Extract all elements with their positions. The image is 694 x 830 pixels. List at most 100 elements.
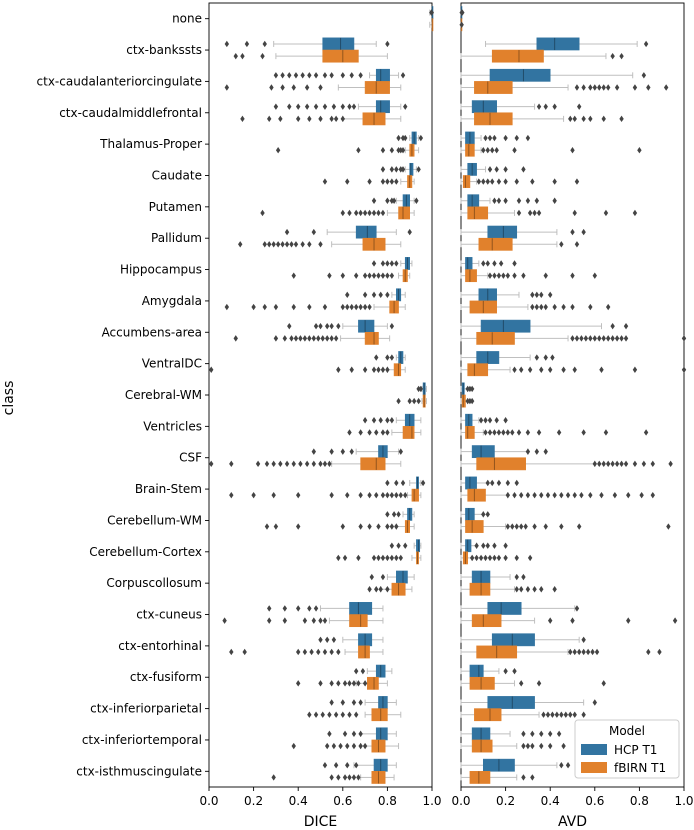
outlier-point bbox=[385, 178, 390, 185]
outlier-point bbox=[565, 491, 571, 499]
outlier-point bbox=[262, 241, 267, 248]
outlier-point bbox=[494, 147, 499, 154]
iqr-box bbox=[367, 676, 379, 690]
outlier-point bbox=[556, 429, 562, 436]
outlier-point bbox=[527, 554, 533, 562]
outlier-point bbox=[255, 460, 261, 468]
outlier-point bbox=[481, 511, 486, 518]
outlier-point bbox=[371, 291, 377, 299]
outlier-point bbox=[327, 711, 332, 718]
outlier-point bbox=[592, 272, 597, 279]
outlier-point bbox=[311, 617, 317, 624]
outlier-point bbox=[385, 491, 390, 499]
outlier-point bbox=[619, 52, 624, 60]
outlier-point bbox=[534, 197, 540, 204]
outlier-point bbox=[300, 241, 305, 248]
iqr-box bbox=[322, 37, 355, 51]
outlier-point bbox=[487, 417, 493, 424]
box-fbirn bbox=[460, 457, 596, 471]
box-hcp bbox=[395, 194, 415, 208]
outlier-point bbox=[516, 209, 522, 217]
outlier-point bbox=[229, 491, 234, 499]
iqr-box bbox=[375, 100, 390, 114]
outlier-point bbox=[349, 72, 354, 79]
outlier-point bbox=[559, 491, 564, 499]
iqr-box bbox=[402, 426, 415, 439]
outlier-point bbox=[639, 491, 644, 499]
outlier-point bbox=[539, 366, 544, 373]
outlier-point bbox=[521, 272, 526, 279]
box-fbirn bbox=[460, 708, 540, 722]
outlier-point bbox=[474, 554, 479, 562]
outlier-point bbox=[583, 335, 589, 342]
outlier-point bbox=[389, 491, 395, 499]
outlier-point bbox=[371, 260, 377, 267]
outlier-point bbox=[340, 272, 345, 279]
outlier-point bbox=[534, 291, 540, 299]
outlier-point bbox=[371, 197, 377, 204]
outlier-point bbox=[485, 147, 490, 154]
box-hcp bbox=[460, 445, 529, 459]
outlier-point bbox=[400, 479, 406, 487]
outlier-point bbox=[465, 397, 470, 405]
category-label: ctx-cuneus bbox=[136, 608, 202, 622]
outlier-point bbox=[385, 291, 390, 299]
outlier-point bbox=[565, 762, 571, 769]
outlier-point bbox=[289, 335, 294, 342]
outlier-point bbox=[340, 523, 345, 530]
outlier-point bbox=[514, 479, 519, 487]
box-fbirn bbox=[391, 426, 422, 439]
outlier-point bbox=[597, 460, 602, 468]
category-label: Corpuscollosum bbox=[106, 576, 202, 590]
outlier-point bbox=[329, 774, 334, 781]
outlier-point bbox=[394, 178, 399, 185]
outlier-point bbox=[581, 636, 586, 643]
outlier-point bbox=[291, 460, 296, 468]
outlier-point bbox=[503, 667, 508, 675]
outlier-point bbox=[501, 429, 506, 436]
box-fbirn bbox=[386, 206, 415, 220]
outlier-point bbox=[385, 479, 390, 487]
outlier-point bbox=[514, 134, 519, 142]
outlier-point bbox=[351, 774, 357, 781]
outlier-point bbox=[407, 228, 412, 236]
outlier-point bbox=[581, 84, 586, 91]
outlier-point bbox=[345, 291, 350, 299]
outlier-point bbox=[543, 303, 548, 311]
iqr-box bbox=[476, 331, 515, 345]
outlier-point bbox=[374, 491, 379, 499]
iqr-box bbox=[362, 112, 386, 126]
outlier-point bbox=[342, 774, 348, 781]
outlier-point bbox=[396, 134, 401, 142]
plot-frame bbox=[460, 2, 685, 788]
outlier-point bbox=[345, 303, 350, 311]
outlier-point bbox=[548, 366, 553, 373]
iqr-box bbox=[465, 426, 475, 439]
box-hcp bbox=[326, 225, 397, 239]
outlier-point bbox=[342, 680, 348, 687]
outlier-point bbox=[385, 366, 390, 373]
iqr-box bbox=[393, 363, 402, 377]
outlier-point bbox=[459, 21, 464, 28]
outlier-point bbox=[681, 366, 687, 373]
outlier-point bbox=[599, 366, 604, 373]
iqr-box bbox=[462, 551, 468, 565]
outlier-point bbox=[324, 636, 330, 643]
outlier-point bbox=[581, 648, 586, 656]
category-label: Cerebellum-WM bbox=[107, 513, 202, 527]
x-tick-label: 0.6 bbox=[585, 794, 604, 808]
outlier-point bbox=[284, 241, 290, 248]
iqr-box bbox=[489, 68, 551, 82]
legend-title: Model bbox=[609, 724, 645, 738]
outlier-point bbox=[420, 479, 426, 487]
outlier-point bbox=[668, 460, 673, 468]
outlier-point bbox=[530, 774, 535, 781]
outlier-point bbox=[503, 178, 508, 185]
box-hcp bbox=[355, 445, 400, 459]
outlier-point bbox=[572, 491, 577, 499]
iqr-box bbox=[476, 457, 526, 471]
outlier-point bbox=[273, 303, 279, 311]
outlier-point bbox=[559, 762, 564, 769]
outlier-point bbox=[389, 166, 395, 173]
outlier-point bbox=[358, 699, 363, 706]
